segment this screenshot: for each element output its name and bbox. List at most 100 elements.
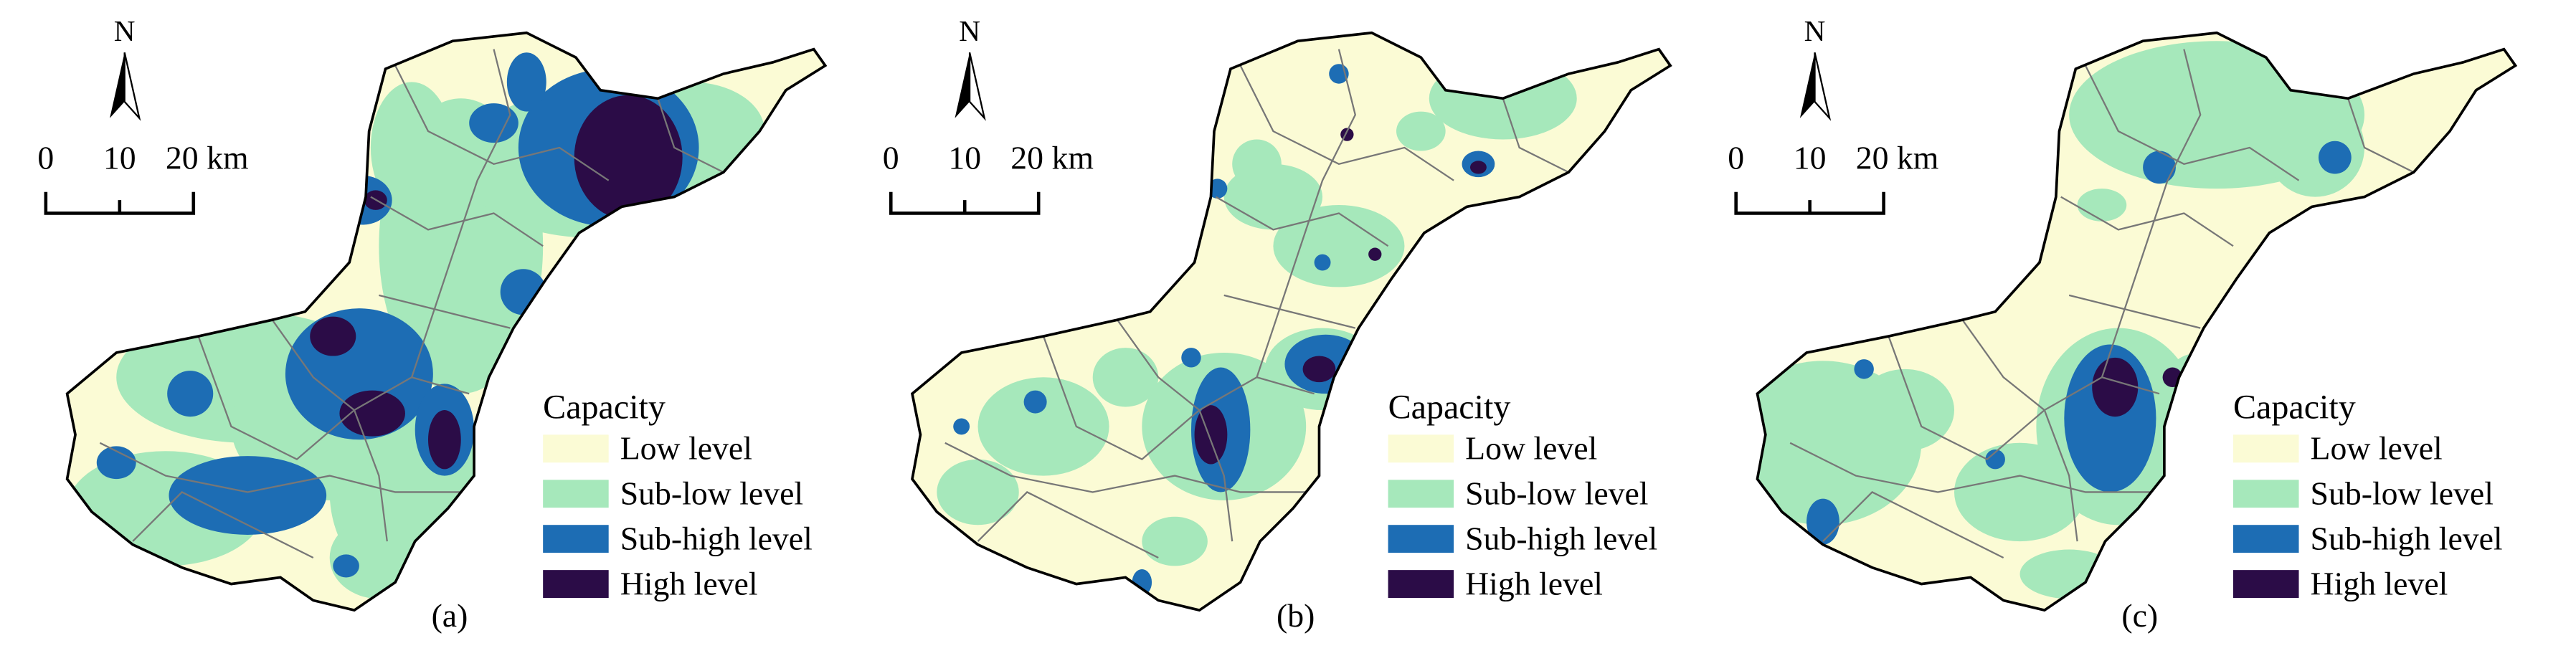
county-border (197, 336, 470, 461)
region-fill (912, 32, 1671, 611)
north-arrow (1799, 52, 1815, 118)
county-border (1215, 196, 1389, 247)
capacity-zone (1854, 359, 1874, 379)
county-border (1239, 65, 1454, 181)
legend-swatch (543, 434, 609, 463)
county-border (99, 442, 461, 493)
legend-label: Sub-low level (1465, 475, 1648, 512)
county-border (2068, 294, 2201, 329)
capacity-zone (1194, 405, 1228, 465)
capacity-zone (574, 95, 683, 220)
north-arrow (955, 52, 970, 118)
county-border (370, 196, 544, 247)
county-border (1888, 336, 2160, 461)
legend-swatch (2232, 434, 2299, 463)
county-border (657, 97, 724, 173)
north-arrow (110, 52, 125, 118)
capacity-zone (2092, 357, 2139, 417)
capacity-zone (370, 82, 453, 214)
capacity-zone (506, 52, 546, 112)
zones (67, 49, 765, 599)
north-label: N (114, 14, 136, 47)
capacity-zone (1181, 348, 1201, 368)
scale-bar (44, 191, 196, 215)
scale-label: 0 (37, 140, 54, 176)
legend-swatch (2232, 570, 2299, 599)
legend-label: High level (620, 565, 758, 601)
capacity-zone (2077, 189, 2127, 222)
capacity-zone (167, 371, 214, 417)
legend-label: Sub-high level (1465, 520, 1657, 557)
legend-title: Capacity (543, 388, 666, 426)
county-border (977, 491, 1159, 559)
legend-swatch (1388, 570, 1454, 599)
county-border (1042, 336, 1315, 461)
legend-title: Capacity (1388, 388, 1511, 426)
county-border (411, 49, 511, 378)
county-border (132, 491, 314, 559)
scale-label: 20 km (1856, 140, 1939, 176)
capacity-zone (1985, 449, 2005, 470)
scale-bar (1734, 191, 1885, 215)
county-border (1822, 491, 2004, 559)
legend-title: Capacity (2233, 388, 2356, 426)
county-border (2347, 97, 2415, 173)
county-border (379, 294, 511, 329)
legend-label: High level (1465, 565, 1603, 601)
legend-swatch (2232, 525, 2299, 553)
north-arrow (1814, 52, 1832, 121)
legend-label: Low level (620, 430, 752, 467)
capacity-zone (1302, 356, 1336, 383)
capacity-zone (1954, 442, 2086, 542)
north-label: N (1804, 14, 1826, 47)
scale-label: 0 (1728, 140, 1744, 176)
county-border (271, 319, 388, 542)
zones (1757, 41, 2415, 599)
legend-label: High level (2311, 565, 2448, 601)
legend-swatch (1388, 525, 1454, 553)
capacity-zone (427, 410, 461, 470)
capacity-zone (310, 316, 356, 356)
county-border (2101, 49, 2202, 378)
capacity-zone (2265, 98, 2365, 197)
capacity-zone (953, 418, 970, 435)
capacity-zone (1314, 254, 1331, 271)
county-border (1256, 49, 1357, 378)
region-outline (65, 31, 828, 612)
scale-bar (889, 191, 1041, 215)
scale-label: 20 km (166, 140, 249, 176)
county-border (1502, 97, 1569, 173)
capacity-zone (937, 459, 1019, 525)
capacity-zone (2318, 141, 2352, 174)
capacity-zone (977, 377, 1109, 476)
map-panel: N 0 10 20 km Capacity Low level Sub-low level S… (883, 14, 1672, 634)
map-panel: N 0 10 20 km Capacity Low level Sub-low level S… (1728, 14, 2518, 634)
scale-label: 0 (883, 140, 899, 176)
county-border (944, 442, 1307, 493)
panel-label: (b) (1277, 597, 1315, 634)
region-outline (1756, 31, 2518, 612)
county-border (1789, 442, 2151, 493)
legend-label: Low level (1465, 430, 1597, 467)
county-border (394, 65, 610, 181)
capacity-zone (2019, 549, 2118, 599)
capacity-zone (1368, 247, 1382, 261)
north-arrow (123, 52, 141, 121)
county-border (1117, 319, 1233, 542)
county-border (1223, 294, 1356, 329)
legend-label: Sub-high level (620, 520, 813, 557)
scale-label: 10 (948, 140, 981, 176)
north-label: N (959, 14, 980, 47)
legend-label: Sub-high level (2311, 520, 2503, 557)
legend-label: Sub-low level (2311, 475, 2494, 512)
capacity-zone (500, 269, 546, 315)
capacity-zone (96, 446, 136, 480)
capacity-zone (1469, 161, 1487, 174)
legend-swatch (2232, 480, 2299, 508)
capacity-zone (1273, 205, 1405, 287)
capacity-zone (1806, 498, 1839, 545)
scale-label: 10 (103, 140, 136, 176)
county-border (1961, 319, 2078, 542)
capacity-zone (1142, 516, 1208, 566)
legend-swatch (543, 480, 609, 508)
